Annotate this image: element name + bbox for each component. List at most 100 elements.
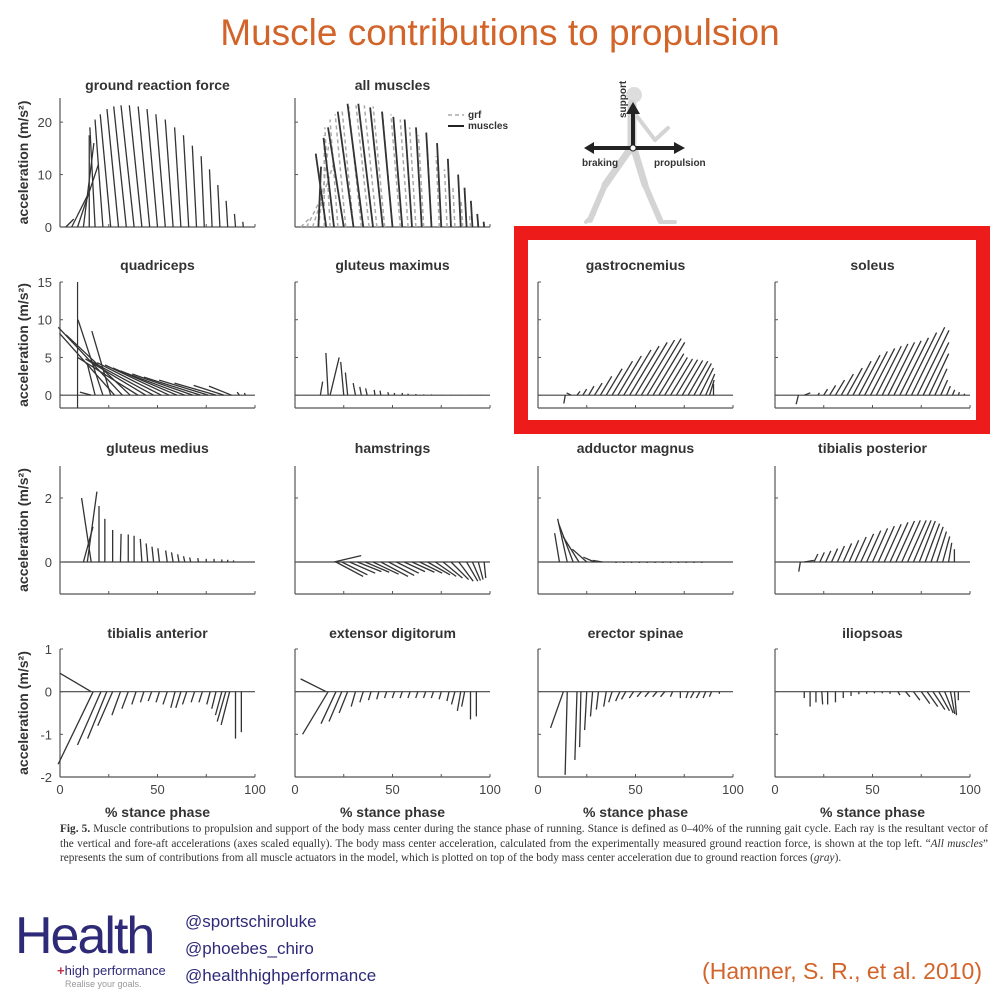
ray xyxy=(592,559,603,563)
ray xyxy=(191,145,198,228)
ray xyxy=(830,548,839,563)
ray xyxy=(380,561,409,577)
ray xyxy=(482,221,486,228)
ray xyxy=(476,213,480,228)
ray xyxy=(243,392,246,396)
grf-ray xyxy=(443,169,448,228)
caption-italic: gray xyxy=(813,852,835,864)
ray xyxy=(111,691,122,716)
grf-ray xyxy=(372,106,386,228)
panel-title: soleus xyxy=(850,257,895,273)
ray xyxy=(438,691,442,700)
ray xyxy=(157,548,161,563)
ray xyxy=(104,364,170,396)
ray xyxy=(427,561,451,576)
ray xyxy=(669,691,674,698)
ray xyxy=(383,691,388,699)
panel-adductor-magnus: adductor magnus xyxy=(537,440,734,595)
ray xyxy=(162,691,168,705)
ray xyxy=(658,353,685,396)
ray xyxy=(436,143,443,228)
ray xyxy=(664,357,688,396)
ray xyxy=(190,691,196,703)
ray xyxy=(708,379,715,396)
ray xyxy=(483,561,487,579)
grf-ray xyxy=(334,114,347,228)
ray xyxy=(76,691,102,746)
ray xyxy=(139,691,145,703)
ray xyxy=(364,561,390,573)
panel-iliopsoas: iliopsoas 0 50 100 % stance phase xyxy=(771,625,980,820)
ray xyxy=(846,367,863,396)
ray xyxy=(97,691,114,727)
ray xyxy=(225,200,229,228)
ray xyxy=(603,691,607,707)
ray xyxy=(435,561,457,577)
ray xyxy=(182,135,190,228)
ray xyxy=(411,561,435,573)
panel-title: all muscles xyxy=(355,77,431,93)
ray xyxy=(79,391,92,396)
ray xyxy=(388,561,415,577)
social-handle: @healthhighperformance xyxy=(185,966,377,985)
ray xyxy=(415,127,423,228)
ray xyxy=(549,691,564,729)
ray xyxy=(957,391,961,396)
y-axis-label: acceleration (m/s²) xyxy=(15,468,31,592)
ray xyxy=(175,691,182,709)
ray xyxy=(640,339,676,396)
ray xyxy=(583,556,595,563)
caption-text: ” represents the sum of contributions fr… xyxy=(60,837,988,865)
ray xyxy=(376,691,380,700)
ray xyxy=(120,105,135,228)
ray xyxy=(595,691,600,710)
ray xyxy=(193,384,225,396)
ray xyxy=(322,137,335,228)
panel-gastrocnemius: gastrocnemius xyxy=(537,257,734,409)
x-tick-label: 50 xyxy=(150,782,164,797)
ray xyxy=(216,691,227,722)
ray xyxy=(143,376,201,396)
ray xyxy=(942,536,951,563)
ray xyxy=(132,373,193,396)
ray xyxy=(328,691,343,722)
ray xyxy=(170,552,174,563)
runner-diagram: support braking propulsion xyxy=(582,80,706,224)
ray xyxy=(646,338,682,396)
ray xyxy=(85,358,147,396)
ray xyxy=(897,691,901,696)
ray xyxy=(425,132,433,228)
grf-ray xyxy=(363,105,378,228)
ray xyxy=(670,358,694,396)
ray xyxy=(934,368,948,396)
x-tick-label: 50 xyxy=(865,782,879,797)
ray xyxy=(367,691,372,701)
y-axis-label: acceleration (m/s²) xyxy=(15,651,31,775)
ray xyxy=(80,497,92,563)
ray xyxy=(189,557,192,563)
panel-title: gastrocnemius xyxy=(586,257,686,273)
ray xyxy=(924,523,941,563)
ray xyxy=(636,691,642,698)
ray xyxy=(200,156,205,228)
ray xyxy=(164,119,174,228)
ray xyxy=(119,533,122,563)
ray xyxy=(938,691,951,712)
ray xyxy=(836,545,846,563)
ray xyxy=(576,390,581,396)
ray xyxy=(182,556,186,563)
grf-ray xyxy=(317,143,330,228)
ray xyxy=(926,691,939,707)
ray xyxy=(864,351,888,396)
panel-gluteus-maximus: gluteus maximus xyxy=(294,257,491,409)
ray xyxy=(813,553,819,563)
ray xyxy=(327,127,345,228)
ray xyxy=(369,107,384,228)
ray xyxy=(819,552,825,563)
ray xyxy=(94,119,104,228)
ray xyxy=(823,388,829,396)
ray xyxy=(869,348,896,396)
ray xyxy=(89,127,96,228)
x-tick-label: 0 xyxy=(771,782,778,797)
